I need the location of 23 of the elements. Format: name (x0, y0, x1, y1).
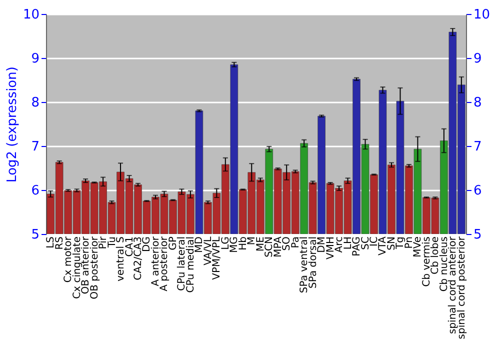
y-tick-label: 10 (22, 8, 40, 22)
y-tick-label: 5 (31, 228, 40, 242)
y2-tick-label: 5 (474, 228, 482, 242)
y2-tick-label: 7 (474, 140, 482, 154)
x-tick-label: OB posterior (89, 236, 100, 300)
y2-tick-label: 8 (474, 96, 482, 110)
x-tick-label: RS (54, 236, 66, 250)
x-tick-label: GP (168, 236, 179, 250)
y-tick-label: 7 (31, 140, 40, 154)
y-tick-label: 8 (31, 96, 40, 110)
y2-tick-label: 6 (474, 184, 482, 198)
y-axis-title: Log2 (expression) (4, 66, 20, 182)
y-tick-label: 9 (31, 52, 40, 66)
x-tick-label: Tg (395, 236, 406, 250)
y-tick-label: 6 (31, 184, 40, 198)
y2-tick-label: 9 (474, 52, 482, 66)
y2-tick-label: 10 (474, 8, 490, 22)
x-tick-label: spinal cord posterior (456, 236, 468, 340)
x-tick-label: DG (142, 236, 153, 252)
x-tick-label: MVe (412, 236, 424, 258)
x-tick-label: Pa (290, 236, 302, 248)
x-tick-label: A posterior (159, 236, 170, 292)
x-tick-label: Cb lobe (430, 236, 442, 274)
